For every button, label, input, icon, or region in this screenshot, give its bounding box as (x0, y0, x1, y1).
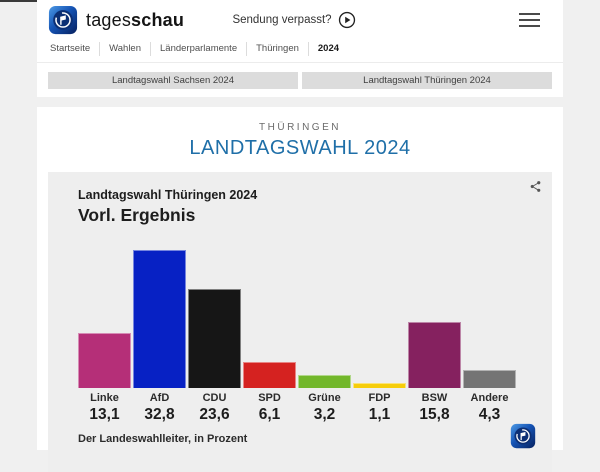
header-divider (37, 62, 563, 63)
tagesschau-watermark-icon (510, 423, 536, 449)
bar-value: 4,3 (478, 406, 501, 423)
region-kicker: THÜRINGEN (259, 122, 341, 133)
bar-stack (353, 227, 406, 388)
breadcrumb-wahlen[interactable]: Wahlen (99, 42, 150, 56)
chart-subtitle: Vorl. Ergebnis (78, 205, 196, 225)
bar-value: 32,8 (144, 406, 175, 423)
bar-label: Andere (470, 392, 509, 404)
chart-source: Der Landeswahlleiter, in Prozent (78, 433, 248, 445)
bar-column: Linke 13,1 (78, 227, 131, 424)
site-header: tagesschau Sendung verpasst? Startseite … (37, 0, 563, 97)
breadcrumb-2024[interactable]: 2024 (307, 42, 348, 56)
bar-stack (243, 227, 296, 388)
bar-stack (298, 227, 351, 388)
hamburger-menu-icon[interactable] (519, 9, 541, 31)
bar (353, 383, 406, 388)
sendung-verpasst-link[interactable]: Sendung verpasst? (232, 11, 355, 29)
bar-stack (133, 227, 186, 388)
bar-value: 3,2 (313, 406, 336, 423)
breadcrumb-startseite[interactable]: Startseite (50, 43, 91, 54)
bar-value: 13,1 (89, 406, 120, 423)
share-icon[interactable] (529, 180, 542, 193)
results-chart-panel: Landtagswahl Thüringen 2024 Vorl. Ergebn… (48, 172, 552, 472)
election-nav: Landtagswahl Sachsen 2024 Landtagswahl T… (37, 63, 563, 97)
bar-label: Linke (90, 392, 119, 404)
bar-column: Grüne 3,2 (298, 227, 351, 424)
bar (463, 370, 516, 388)
bar (243, 362, 296, 388)
thueringen-election-button[interactable]: Landtagswahl Thüringen 2024 (302, 71, 552, 89)
screen-edge-artifact (0, 0, 37, 2)
play-icon[interactable] (338, 11, 356, 29)
bar (133, 250, 186, 388)
breadcrumb-thueringen[interactable]: Thüringen (246, 42, 308, 56)
bar-stack (188, 227, 241, 388)
menu-area (356, 9, 552, 31)
breadcrumb-laenderparlamente[interactable]: Länderparlamente (150, 42, 246, 56)
bar-column: Andere 4,3 (463, 227, 516, 424)
bar-column: AfD 32,8 (133, 227, 186, 424)
bar (408, 322, 461, 388)
bar-label: BSW (421, 392, 448, 404)
bar-label: Grüne (308, 392, 341, 404)
breadcrumb: Startseite Wahlen Länderparlamente Thüri… (37, 40, 563, 58)
chart-title: Landtagswahl Thüringen 2024 (78, 188, 258, 202)
sachsen-election-button[interactable]: Landtagswahl Sachsen 2024 (48, 71, 298, 89)
bar-group: Linke 13,1 AfD 32,8 CDU 23,6 SPD 6,1 Grü… (78, 227, 552, 424)
bar-value: 6,1 (258, 406, 281, 423)
bar-label: CDU (202, 392, 227, 404)
bar-value: 1,1 (368, 406, 391, 423)
brand[interactable]: tagesschau (48, 5, 232, 35)
bar (78, 333, 131, 388)
bar-label: FDP (368, 392, 391, 404)
bar-stack (408, 227, 461, 388)
bar-column: FDP 1,1 (353, 227, 406, 424)
sendung-verpasst-label: Sendung verpasst? (232, 14, 332, 26)
bar-value: 23,6 (199, 406, 230, 423)
page-title: LANDTAGSWAHL 2024 (189, 137, 411, 159)
bar-label: AfD (149, 392, 170, 404)
topbar: tagesschau Sendung verpasst? (37, 0, 563, 40)
bar-stack (463, 227, 516, 388)
bar-value: 15,8 (419, 406, 450, 423)
brand-wordmark: tagesschau (86, 9, 185, 30)
bar-column: SPD 6,1 (243, 227, 296, 424)
bar (188, 289, 241, 388)
bar (298, 375, 351, 388)
bar-label: SPD (258, 392, 281, 404)
bar-stack (78, 227, 131, 388)
main-content: THÜRINGEN LANDTAGSWAHL 2024 Landtagswahl… (37, 107, 563, 472)
bar-column: CDU 23,6 (188, 227, 241, 424)
tagesschau-logo-icon[interactable] (48, 5, 78, 35)
bar-column: BSW 15,8 (408, 227, 461, 424)
